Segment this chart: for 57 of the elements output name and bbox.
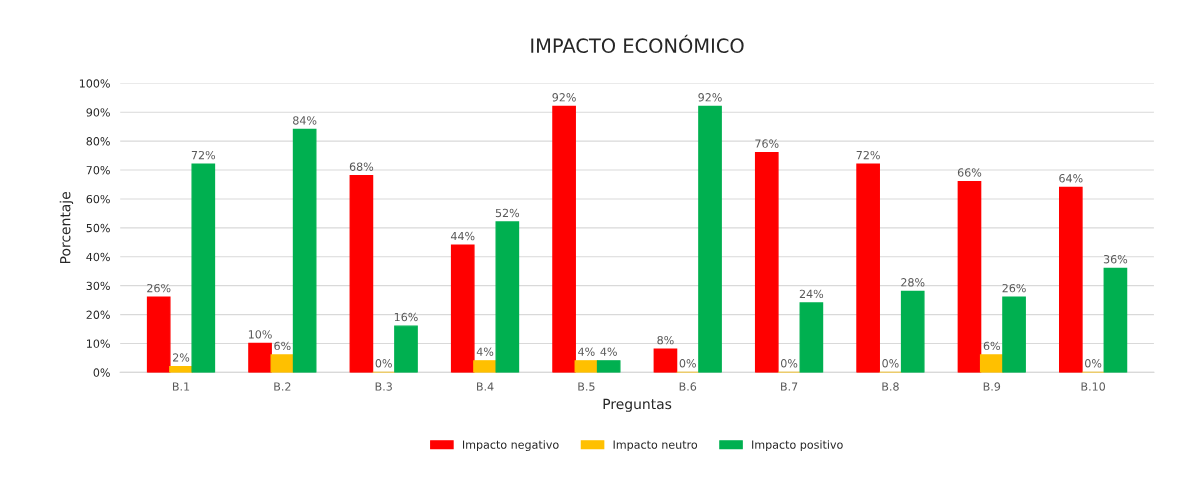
x-tick-label: B.5 <box>578 382 595 391</box>
x-tick-label: B.9 <box>983 382 1001 391</box>
y-tick-label: 10% <box>87 339 110 348</box>
y-tick-label: 0% <box>93 368 110 377</box>
x-tick-label: B.7 <box>781 382 798 391</box>
text: 10% <box>248 330 272 339</box>
text: 36% <box>1103 254 1128 264</box>
x-tick-label: B.6 <box>679 382 697 391</box>
text: 4% <box>578 347 595 356</box>
x-tick-label: B.3 <box>375 382 392 391</box>
text: 0% <box>679 359 696 368</box>
text: 24% <box>799 289 824 299</box>
text: 72% <box>856 150 880 160</box>
y-tick-label: 80% <box>86 137 110 146</box>
text: 92% <box>552 93 576 102</box>
text: 28% <box>901 278 925 287</box>
legend-label: Impacto positivo <box>752 440 843 451</box>
x-tick-label: B.1 <box>172 382 190 391</box>
text: 6% <box>983 341 1000 351</box>
text: 64% <box>1059 174 1083 183</box>
legend-label: Impacto negativo <box>462 440 559 451</box>
text: 0% <box>781 359 798 368</box>
text: 0% <box>882 359 899 368</box>
text: 76% <box>755 139 779 148</box>
y-tick-label: 30% <box>86 281 110 291</box>
text: 84% <box>293 116 317 125</box>
text: 26% <box>1002 283 1026 293</box>
x-tick-label: B.2 <box>274 382 291 391</box>
x-tick-label: B.8 <box>882 382 899 391</box>
text: 4% <box>476 347 494 356</box>
text: 72% <box>191 150 216 160</box>
text: 8% <box>657 335 674 345</box>
text: 0% <box>375 359 392 368</box>
text: 0% <box>1085 359 1102 368</box>
text: 52% <box>495 208 520 218</box>
text: 68% <box>349 162 374 171</box>
text: 26% <box>147 283 171 293</box>
text: 16% <box>394 312 418 322</box>
y-axis-title: Porcentaje <box>59 192 74 264</box>
text: 6% <box>274 341 291 351</box>
text: 66% <box>957 168 982 177</box>
y-tick-label: 90% <box>86 108 110 117</box>
x-tick-label: B.4 <box>477 382 494 391</box>
y-tick-label: 60% <box>86 194 110 204</box>
y-tick-label: 100% <box>79 79 110 88</box>
x-axis-title: Preguntas <box>603 398 672 412</box>
y-tick-label: 50% <box>86 223 110 233</box>
y-tick-label: 20% <box>86 310 110 319</box>
text: 2% <box>173 353 190 362</box>
x-tick-label: B.10 <box>1081 382 1106 391</box>
text: 44% <box>450 231 475 241</box>
chart-title: IMPACTO ECONÓMICO <box>531 34 744 54</box>
y-tick-label: 40% <box>86 252 110 262</box>
legend-label: Impacto neutro <box>613 440 698 451</box>
text: 4% <box>600 347 617 356</box>
y-tick-label: 70% <box>86 166 110 175</box>
text: 92% <box>698 93 722 102</box>
